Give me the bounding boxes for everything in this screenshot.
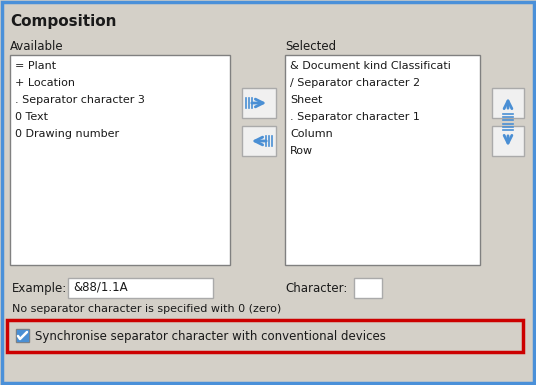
Text: Available: Available	[10, 40, 64, 53]
Bar	[7, 320, 523, 352]
Bar	[68, 278, 213, 298]
Bar	[354, 278, 382, 298]
Bar	[10, 55, 230, 265]
Text: Selected: Selected	[285, 40, 336, 53]
Bar	[16, 329, 29, 342]
Text: &88/1.1A: &88/1.1A	[73, 281, 128, 294]
Text: = Plant: = Plant	[15, 61, 56, 71]
Bar	[17, 330, 28, 341]
Text: Row: Row	[290, 146, 313, 156]
Text: . Separator character 1: . Separator character 1	[290, 112, 420, 122]
Bar	[242, 126, 276, 156]
Text: 0 Drawing number: 0 Drawing number	[15, 129, 119, 139]
Text: Composition: Composition	[10, 14, 116, 29]
Text: Column: Column	[290, 129, 333, 139]
Bar	[492, 126, 524, 156]
Bar	[492, 88, 524, 118]
Bar	[285, 55, 480, 265]
Bar	[242, 88, 276, 118]
Text: Character:: Character:	[285, 282, 347, 295]
Text: Example:: Example:	[12, 282, 67, 295]
Text: / Separator character 2: / Separator character 2	[290, 78, 420, 88]
Text: 0 Text: 0 Text	[15, 112, 48, 122]
Text: + Location: + Location	[15, 78, 75, 88]
Text: Synchronise separator character with conventional devices: Synchronise separator character with con…	[35, 330, 386, 343]
Text: & Document kind Classificati: & Document kind Classificati	[290, 61, 451, 71]
Text: . Separator character 3: . Separator character 3	[15, 95, 145, 105]
Text: Sheet: Sheet	[290, 95, 322, 105]
Text: No separator character is specified with 0 (zero): No separator character is specified with…	[12, 304, 281, 314]
